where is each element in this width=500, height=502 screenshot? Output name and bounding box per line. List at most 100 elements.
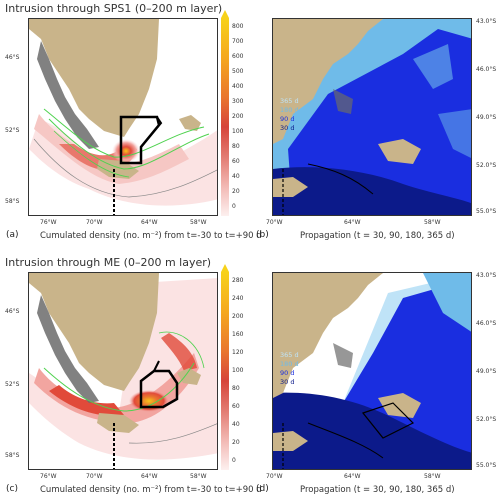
colorbar-arrow bbox=[221, 10, 229, 18]
density-halo bbox=[29, 119, 217, 206]
trajectory-line bbox=[48, 118, 210, 170]
panel-a-title: Intrusion through SPS1 (0–200 m layer) bbox=[5, 2, 223, 15]
cbar-tick: 80 bbox=[232, 385, 240, 392]
panel-a-lon-tick: 70°W bbox=[86, 219, 103, 226]
cbar-tick: 60 bbox=[232, 403, 240, 410]
falkland-islands bbox=[177, 368, 201, 385]
legend-30d: 30 d bbox=[280, 378, 295, 386]
panel-a-colorbar bbox=[221, 18, 229, 216]
cbar-tick: 200 bbox=[232, 113, 244, 120]
me-box bbox=[361, 402, 415, 439]
propagation-30d bbox=[273, 167, 471, 215]
panel-a-lon-tick: 64°W bbox=[141, 219, 158, 226]
panel-c-lon-tick: 58°W bbox=[190, 473, 207, 480]
cbar-tick: 700 bbox=[232, 38, 244, 45]
panel-c-cbar-ticks: 280 240 200 160 120 100 80 60 40 20 0 bbox=[232, 278, 252, 474]
tierra-del-fuego bbox=[273, 431, 308, 451]
cbar-tick: 600 bbox=[232, 53, 244, 60]
panel-b-lat-tick: 52.0°S bbox=[476, 162, 497, 169]
fjord-islands bbox=[37, 295, 99, 403]
isobath-200 bbox=[307, 422, 384, 459]
panel-b-lon-tick: 70°W bbox=[266, 219, 283, 226]
panel-b-lat-tick: 49.0°S bbox=[476, 114, 497, 121]
legend-365d: 365 d bbox=[280, 351, 299, 359]
cbar-tick: 40 bbox=[232, 421, 240, 428]
panel-c-lon-tick: 76°W bbox=[40, 473, 57, 480]
panel-d-lon-tick: 58°W bbox=[424, 473, 441, 480]
panel-a-lat-tick: 58°S bbox=[5, 198, 20, 205]
cbar-tick: 400 bbox=[232, 83, 244, 90]
patagonia-land bbox=[273, 19, 383, 144]
cbar-tick: 0 bbox=[232, 457, 236, 464]
cbar-tick: 800 bbox=[232, 23, 244, 30]
panel-d-xlabel: Propagation (t = 30, 90, 180, 365 d) bbox=[300, 485, 455, 495]
trajectory-line bbox=[158, 331, 205, 369]
panel-d-lat-tick: 46.0°S bbox=[476, 320, 497, 327]
valdes-island bbox=[333, 343, 353, 368]
panel-c-lon-tick: 70°W bbox=[86, 473, 103, 480]
tierra-del-fuego bbox=[273, 177, 308, 197]
cbar-tick: 40 bbox=[232, 173, 240, 180]
legend-180d: 180 d bbox=[280, 360, 299, 368]
sps1-diagonal bbox=[140, 116, 163, 148]
panel-a-cbar-ticks: 800 700 600 500 400 300 200 100 80 60 40… bbox=[232, 24, 252, 220]
panel-a-xlabel: Cumulated density (no. m⁻²) from t=-30 t… bbox=[40, 231, 262, 241]
cbar-tick: 300 bbox=[232, 98, 244, 105]
trajectory-line bbox=[53, 130, 130, 178]
panel-a-lat-tick: 46°S bbox=[5, 54, 20, 61]
panel-d-label: (d) bbox=[256, 484, 269, 494]
cbar-tick: 60 bbox=[232, 158, 240, 165]
panel-b-xlabel: Propagation (t = 30, 90, 180, 365 d) bbox=[300, 231, 455, 241]
panel-d-lon-tick: 64°W bbox=[344, 473, 361, 480]
cbar-tick: 100 bbox=[232, 128, 244, 135]
panel-d-lat-tick: 49.0°S bbox=[476, 368, 497, 375]
panel-b-lon-tick: 64°W bbox=[344, 219, 361, 226]
cbar-tick: 200 bbox=[232, 313, 244, 320]
tierra-del-fuego bbox=[97, 413, 139, 433]
panel-d-lat-tick: 55.0°S bbox=[476, 462, 497, 469]
cbar-tick: 100 bbox=[232, 367, 244, 374]
panel-c-lat-tick: 58°S bbox=[5, 452, 20, 459]
panel-c-map-svg bbox=[29, 273, 217, 469]
panel-b-label: (b) bbox=[256, 230, 269, 240]
panel-b-lat-tick: 46.0°S bbox=[476, 66, 497, 73]
falkland-islands bbox=[378, 139, 421, 164]
legend-90d: 90 d bbox=[280, 369, 295, 377]
colorbar-arrow bbox=[221, 264, 229, 272]
legend-365d: 365 d bbox=[280, 97, 299, 105]
panel-c-lon-tick: 64°W bbox=[141, 473, 158, 480]
panel-d-map bbox=[272, 272, 472, 470]
cbar-tick: 20 bbox=[232, 188, 240, 195]
density-band bbox=[34, 114, 189, 184]
cbar-tick: 0 bbox=[232, 203, 236, 210]
panel-c-label: (c) bbox=[6, 484, 18, 494]
density-max bbox=[112, 139, 140, 163]
propagation-speckle bbox=[438, 109, 471, 158]
density-halo bbox=[29, 278, 217, 460]
trajectory-line bbox=[43, 108, 205, 158]
isobath-200 bbox=[33, 138, 217, 198]
panel-b-lat-tick: 43.0°S bbox=[476, 18, 497, 25]
me-box-edge bbox=[153, 360, 160, 372]
cbar-tick: 80 bbox=[232, 143, 240, 150]
panel-d-lon-tick: 70°W bbox=[266, 473, 283, 480]
cbar-tick: 120 bbox=[232, 349, 244, 356]
panel-c-title: Intrusion through ME (0–200 m layer) bbox=[5, 256, 212, 269]
isobath-200 bbox=[307, 163, 374, 195]
panel-c-map bbox=[28, 272, 218, 470]
legend-30d: 30 d bbox=[280, 124, 295, 132]
propagation-speckle bbox=[413, 44, 453, 89]
panel-b-lat-tick: 55.0°S bbox=[476, 208, 497, 215]
propagation-180d bbox=[423, 273, 471, 332]
panel-a-lon-tick: 58°W bbox=[190, 219, 207, 226]
isobath-200 bbox=[128, 423, 217, 444]
panel-a-lon-tick: 76°W bbox=[40, 219, 57, 226]
panel-c-colorbar bbox=[221, 272, 229, 470]
panel-c-lat-tick: 52°S bbox=[5, 381, 20, 388]
propagation-30d bbox=[273, 392, 471, 469]
legend-90d: 90 d bbox=[280, 115, 295, 123]
legend-180d: 180 d bbox=[280, 106, 299, 114]
patagonia-land bbox=[273, 273, 383, 398]
panel-b-map-svg bbox=[273, 19, 471, 215]
me-box bbox=[139, 369, 179, 409]
